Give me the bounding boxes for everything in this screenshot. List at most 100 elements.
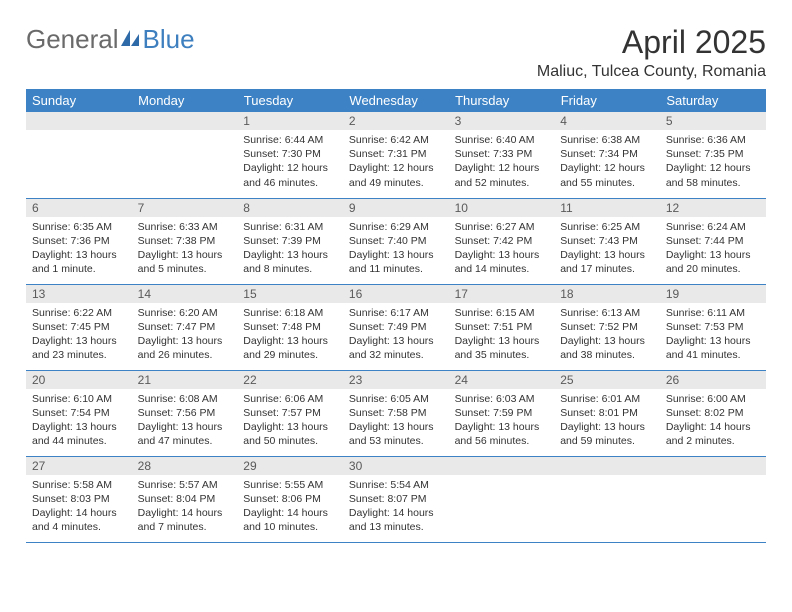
day-body: Sunrise: 6:38 AMSunset: 7:34 PMDaylight:…	[554, 130, 660, 194]
calendar-cell: 19Sunrise: 6:11 AMSunset: 7:53 PMDayligh…	[660, 284, 766, 370]
location-text: Maliuc, Tulcea County, Romania	[537, 63, 766, 81]
daylight-line: Daylight: 13 hours and 47 minutes.	[138, 420, 232, 448]
sunrise-line: Sunrise: 5:58 AM	[32, 478, 126, 492]
weekday-header: Sunday	[26, 89, 132, 112]
calendar-cell: 22Sunrise: 6:06 AMSunset: 7:57 PMDayligh…	[237, 370, 343, 456]
sunrise-line: Sunrise: 6:22 AM	[32, 306, 126, 320]
day-body: Sunrise: 6:33 AMSunset: 7:38 PMDaylight:…	[132, 217, 238, 281]
sunset-line: Sunset: 7:51 PM	[455, 320, 549, 334]
sunrise-line: Sunrise: 6:15 AM	[455, 306, 549, 320]
day-number: 6	[26, 199, 132, 217]
calendar-cell: 11Sunrise: 6:25 AMSunset: 7:43 PMDayligh…	[554, 198, 660, 284]
logo: General Blue	[26, 24, 195, 55]
weekday-header: Thursday	[449, 89, 555, 112]
calendar-week-row: 1Sunrise: 6:44 AMSunset: 7:30 PMDaylight…	[26, 112, 766, 198]
sunrise-line: Sunrise: 6:18 AM	[243, 306, 337, 320]
calendar-cell: 1Sunrise: 6:44 AMSunset: 7:30 PMDaylight…	[237, 112, 343, 198]
weekday-header-row: SundayMondayTuesdayWednesdayThursdayFrid…	[26, 89, 766, 112]
day-body: Sunrise: 6:42 AMSunset: 7:31 PMDaylight:…	[343, 130, 449, 194]
day-number: 23	[343, 371, 449, 389]
day-body: Sunrise: 6:25 AMSunset: 7:43 PMDaylight:…	[554, 217, 660, 281]
calendar-cell: 14Sunrise: 6:20 AMSunset: 7:47 PMDayligh…	[132, 284, 238, 370]
daylight-line: Daylight: 13 hours and 32 minutes.	[349, 334, 443, 362]
day-number: 25	[554, 371, 660, 389]
sunset-line: Sunset: 8:01 PM	[560, 406, 654, 420]
daylight-line: Daylight: 13 hours and 29 minutes.	[243, 334, 337, 362]
calendar-cell: 25Sunrise: 6:01 AMSunset: 8:01 PMDayligh…	[554, 370, 660, 456]
sunrise-line: Sunrise: 6:20 AM	[138, 306, 232, 320]
daylight-line: Daylight: 13 hours and 35 minutes.	[455, 334, 549, 362]
daylight-line: Daylight: 13 hours and 1 minute.	[32, 248, 126, 276]
day-body: Sunrise: 6:06 AMSunset: 7:57 PMDaylight:…	[237, 389, 343, 453]
day-number	[554, 457, 660, 475]
sunset-line: Sunset: 7:39 PM	[243, 234, 337, 248]
calendar-cell: 29Sunrise: 5:55 AMSunset: 8:06 PMDayligh…	[237, 456, 343, 542]
day-body	[660, 475, 766, 535]
calendar-cell: 9Sunrise: 6:29 AMSunset: 7:40 PMDaylight…	[343, 198, 449, 284]
weekday-header: Tuesday	[237, 89, 343, 112]
sunrise-line: Sunrise: 6:25 AM	[560, 220, 654, 234]
day-number: 9	[343, 199, 449, 217]
daylight-line: Daylight: 13 hours and 56 minutes.	[455, 420, 549, 448]
calendar-cell: 17Sunrise: 6:15 AMSunset: 7:51 PMDayligh…	[449, 284, 555, 370]
day-body: Sunrise: 6:29 AMSunset: 7:40 PMDaylight:…	[343, 217, 449, 281]
sunrise-line: Sunrise: 6:40 AM	[455, 133, 549, 147]
daylight-line: Daylight: 13 hours and 23 minutes.	[32, 334, 126, 362]
calendar-cell: 7Sunrise: 6:33 AMSunset: 7:38 PMDaylight…	[132, 198, 238, 284]
daylight-line: Daylight: 14 hours and 4 minutes.	[32, 506, 126, 534]
sunrise-line: Sunrise: 5:55 AM	[243, 478, 337, 492]
day-number: 27	[26, 457, 132, 475]
calendar-cell: 2Sunrise: 6:42 AMSunset: 7:31 PMDaylight…	[343, 112, 449, 198]
day-body: Sunrise: 6:27 AMSunset: 7:42 PMDaylight:…	[449, 217, 555, 281]
day-number: 8	[237, 199, 343, 217]
daylight-line: Daylight: 12 hours and 52 minutes.	[455, 161, 549, 189]
sunset-line: Sunset: 8:02 PM	[666, 406, 760, 420]
sunrise-line: Sunrise: 6:31 AM	[243, 220, 337, 234]
weekday-header: Saturday	[660, 89, 766, 112]
logo-text-blue: Blue	[143, 24, 195, 55]
sunset-line: Sunset: 7:31 PM	[349, 147, 443, 161]
calendar-cell: 3Sunrise: 6:40 AMSunset: 7:33 PMDaylight…	[449, 112, 555, 198]
day-body: Sunrise: 5:54 AMSunset: 8:07 PMDaylight:…	[343, 475, 449, 539]
day-number: 14	[132, 285, 238, 303]
sunset-line: Sunset: 8:04 PM	[138, 492, 232, 506]
sunset-line: Sunset: 8:06 PM	[243, 492, 337, 506]
page-title: April 2025	[537, 24, 766, 61]
calendar-cell: 6Sunrise: 6:35 AMSunset: 7:36 PMDaylight…	[26, 198, 132, 284]
sunrise-line: Sunrise: 6:33 AM	[138, 220, 232, 234]
calendar-cell	[449, 456, 555, 542]
day-number	[660, 457, 766, 475]
day-number: 4	[554, 112, 660, 130]
day-number: 30	[343, 457, 449, 475]
day-body: Sunrise: 6:35 AMSunset: 7:36 PMDaylight:…	[26, 217, 132, 281]
day-body: Sunrise: 5:55 AMSunset: 8:06 PMDaylight:…	[237, 475, 343, 539]
calendar-cell: 15Sunrise: 6:18 AMSunset: 7:48 PMDayligh…	[237, 284, 343, 370]
calendar-cell: 12Sunrise: 6:24 AMSunset: 7:44 PMDayligh…	[660, 198, 766, 284]
sunset-line: Sunset: 7:38 PM	[138, 234, 232, 248]
day-body	[132, 130, 238, 190]
day-number: 7	[132, 199, 238, 217]
day-number: 10	[449, 199, 555, 217]
sunset-line: Sunset: 7:48 PM	[243, 320, 337, 334]
day-number: 2	[343, 112, 449, 130]
day-body: Sunrise: 6:15 AMSunset: 7:51 PMDaylight:…	[449, 303, 555, 367]
calendar-cell: 26Sunrise: 6:00 AMSunset: 8:02 PMDayligh…	[660, 370, 766, 456]
calendar-week-row: 20Sunrise: 6:10 AMSunset: 7:54 PMDayligh…	[26, 370, 766, 456]
sunset-line: Sunset: 7:58 PM	[349, 406, 443, 420]
day-number: 19	[660, 285, 766, 303]
day-body: Sunrise: 6:18 AMSunset: 7:48 PMDaylight:…	[237, 303, 343, 367]
sunset-line: Sunset: 7:45 PM	[32, 320, 126, 334]
day-body	[554, 475, 660, 535]
daylight-line: Daylight: 14 hours and 7 minutes.	[138, 506, 232, 534]
sunrise-line: Sunrise: 6:36 AM	[666, 133, 760, 147]
calendar-cell: 13Sunrise: 6:22 AMSunset: 7:45 PMDayligh…	[26, 284, 132, 370]
day-number: 24	[449, 371, 555, 389]
calendar-cell: 30Sunrise: 5:54 AMSunset: 8:07 PMDayligh…	[343, 456, 449, 542]
daylight-line: Daylight: 13 hours and 17 minutes.	[560, 248, 654, 276]
daylight-line: Daylight: 12 hours and 58 minutes.	[666, 161, 760, 189]
sunset-line: Sunset: 7:57 PM	[243, 406, 337, 420]
day-body: Sunrise: 6:10 AMSunset: 7:54 PMDaylight:…	[26, 389, 132, 453]
day-body: Sunrise: 5:57 AMSunset: 8:04 PMDaylight:…	[132, 475, 238, 539]
daylight-line: Daylight: 13 hours and 11 minutes.	[349, 248, 443, 276]
day-body	[449, 475, 555, 535]
